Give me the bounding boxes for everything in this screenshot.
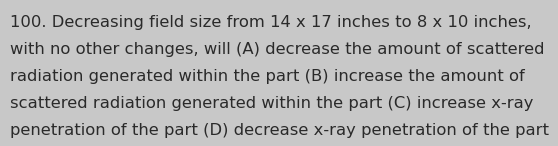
Text: 100. Decreasing field size from 14 x 17 inches to 8 x 10 inches,: 100. Decreasing field size from 14 x 17 …	[10, 15, 532, 30]
Text: with no other changes, will (A) decrease the amount of scattered: with no other changes, will (A) decrease…	[10, 42, 545, 57]
Text: scattered radiation generated within the part (C) increase x-ray: scattered radiation generated within the…	[10, 96, 533, 111]
Text: radiation generated within the part (B) increase the amount of: radiation generated within the part (B) …	[10, 69, 525, 84]
Text: penetration of the part (D) decrease x-ray penetration of the part: penetration of the part (D) decrease x-r…	[10, 123, 549, 138]
